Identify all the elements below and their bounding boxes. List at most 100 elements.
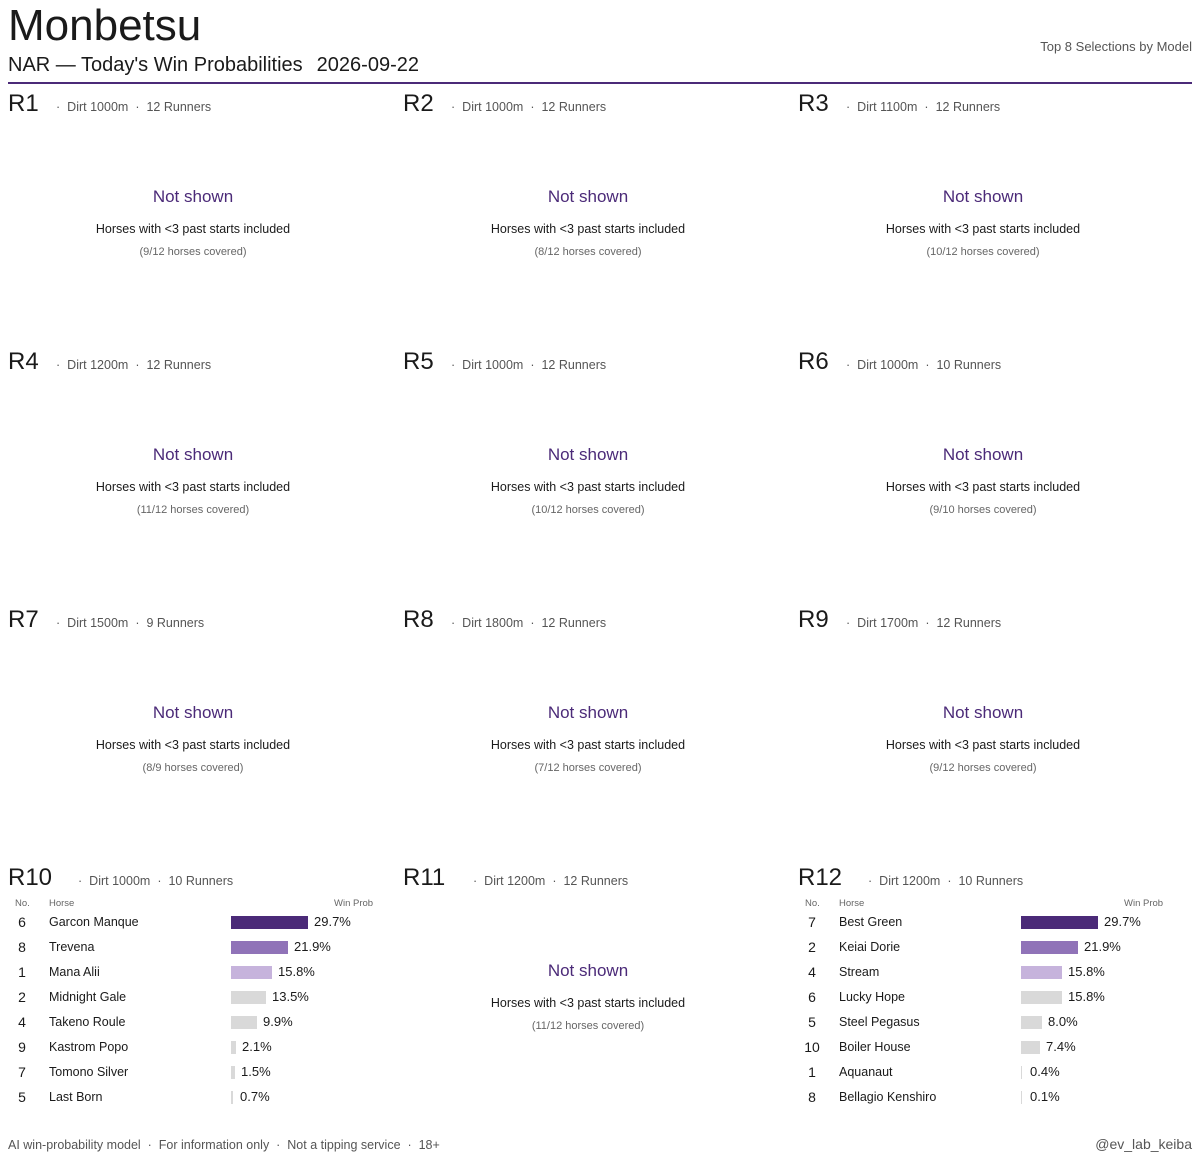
race-meta: · Dirt 1200m · 12 Runners [473,874,628,888]
not-shown-reason: Horses with <3 past starts included [95,222,291,236]
not-shown-title: Not shown [547,445,629,464]
race-runners: 12 Runners [146,358,212,372]
not-shown-reason: Horses with <3 past starts included [95,480,291,494]
race-header: R3 · Dirt 1100m · 12 Runners [798,90,1188,120]
race-distance: Dirt 1200m [484,874,546,888]
not-shown-notice: Not shown Horses with <3 past starts incl… [403,186,773,258]
table-row: 1 Aquanaut 0.4% [798,1060,1178,1085]
separator: · [868,874,873,888]
horse-number: 8 [18,939,26,955]
race-distance: Dirt 1000m [857,358,919,372]
win-prob-value: 0.1% [1030,1089,1060,1104]
separator: · [530,616,535,630]
win-prob-bar [1021,991,1062,1004]
horse-name: Takeno Roule [49,1015,126,1029]
race-panel-r2: R2 · Dirt 1000m · 12 Runners Not shown Horses … [403,90,793,340]
table-row: 5 Steel Pegasus 8.0% [798,1010,1178,1035]
win-prob-bar [231,1041,236,1054]
separator: · [451,616,456,630]
win-prob-bar [231,1091,233,1104]
race-header: R2 · Dirt 1000m · 12 Runners [403,90,793,120]
win-prob-value: 29.7% [314,914,351,929]
race-number: R8 [403,606,434,633]
coverage-note: (10/12 horses covered) [531,504,645,516]
win-prob-value: 8.0% [1048,1014,1078,1029]
separator: · [846,616,851,630]
not-shown-reason: Horses with <3 past starts included [490,222,686,236]
horse-number: 7 [808,914,816,930]
race-number: R11 [403,864,446,891]
win-prob-value: 29.7% [1104,914,1141,929]
separator: · [552,874,557,888]
win-prob-value: 15.8% [1068,964,1105,979]
win-prob-value: 9.9% [263,1014,293,1029]
separator: · [846,358,851,372]
separator: · [925,616,930,630]
separator: · [451,100,456,114]
table-row: 2 Keiai Dorie 21.9% [798,935,1178,960]
race-runners: 12 Runners [935,100,1001,114]
separator: · [947,874,952,888]
race-distance: Dirt 1800m [462,616,524,630]
race-distance: Dirt 1000m [462,100,524,114]
horse-number: 7 [18,1064,26,1080]
race-runners: 9 Runners [146,616,205,630]
horse-number: 4 [808,964,816,980]
not-shown-reason: Horses with <3 past starts included [490,996,686,1010]
horse-number: 6 [808,989,816,1005]
win-prob-value: 21.9% [294,939,331,954]
not-shown-notice: Not shown Horses with <3 past starts incl… [403,444,773,516]
race-number: R4 [8,348,39,375]
not-shown-title: Not shown [152,187,234,206]
race-number: R5 [403,348,434,375]
race-header: R7 · Dirt 1500m · 9 Runners [8,606,398,636]
table-row: 6 Garcon Manque 29.7% [8,910,388,935]
col-prob-header: Win Prob [334,898,374,909]
horse-number: 5 [18,1089,26,1105]
race-meta: · Dirt 1000m · 10 Runners [846,358,1001,372]
table-row: 6 Lucky Hope 15.8% [798,985,1178,1010]
race-number: R9 [798,606,829,633]
not-shown-reason: Horses with <3 past starts included [490,738,686,752]
race-runners: 12 Runners [146,100,212,114]
win-prob-bar [1021,966,1062,979]
race-panel-r8: R8 · Dirt 1800m · 12 Runners Not shown Horses … [403,606,793,856]
horse-number: 2 [18,989,26,1005]
race-distance: Dirt 1500m [67,616,129,630]
table-row: 4 Stream 15.8% [798,960,1178,985]
race-header: R6 · Dirt 1000m · 10 Runners [798,348,1188,378]
separator: · [530,100,535,114]
race-panel-r6: R6 · Dirt 1000m · 10 Runners Not shown Horses … [798,348,1188,598]
table-row: 5 Last Born 0.7% [8,1085,388,1110]
race-number: R1 [8,90,39,117]
not-shown-reason: Horses with <3 past starts included [885,222,1081,236]
race-panel-r1: R1 · Dirt 1000m · 12 Runners Not shown Horses … [8,90,398,340]
win-prob-bar [231,1066,235,1079]
win-prob-value: 1.5% [241,1064,271,1079]
win-prob-bar [231,966,272,979]
race-meta: · Dirt 1000m · 10 Runners [78,874,233,888]
race-runners: 10 Runners [168,874,234,888]
race-header: R11 · Dirt 1200m · 12 Runners [403,864,793,894]
horse-name: Aquanaut [839,1065,893,1079]
horse-number: 6 [18,914,26,930]
col-no-header: No. [15,898,30,909]
race-distance: Dirt 1700m [857,616,919,630]
race-distance: Dirt 1100m [857,100,918,114]
col-no-header: No. [805,898,820,909]
race-meta: · Dirt 1500m · 9 Runners [56,616,204,630]
venue-title: Monbetsu [8,1,202,50]
table-row: 8 Bellagio Kenshiro 0.1% [798,1085,1178,1110]
race-runners: 12 Runners [563,874,629,888]
race-header: R9 · Dirt 1700m · 12 Runners [798,606,1188,636]
race-number: R3 [798,90,829,117]
race-runners: 10 Runners [936,358,1002,372]
race-meta: · Dirt 1700m · 12 Runners [846,616,1001,630]
win-prob-value: 13.5% [272,989,309,1004]
separator: · [56,358,61,372]
win-prob-value: 2.1% [242,1039,272,1054]
horse-name: Garcon Manque [49,915,139,929]
horse-number: 10 [804,1039,820,1055]
not-shown-notice: Not shown Horses with <3 past starts incl… [403,960,773,1032]
race-runners: 12 Runners [541,616,607,630]
